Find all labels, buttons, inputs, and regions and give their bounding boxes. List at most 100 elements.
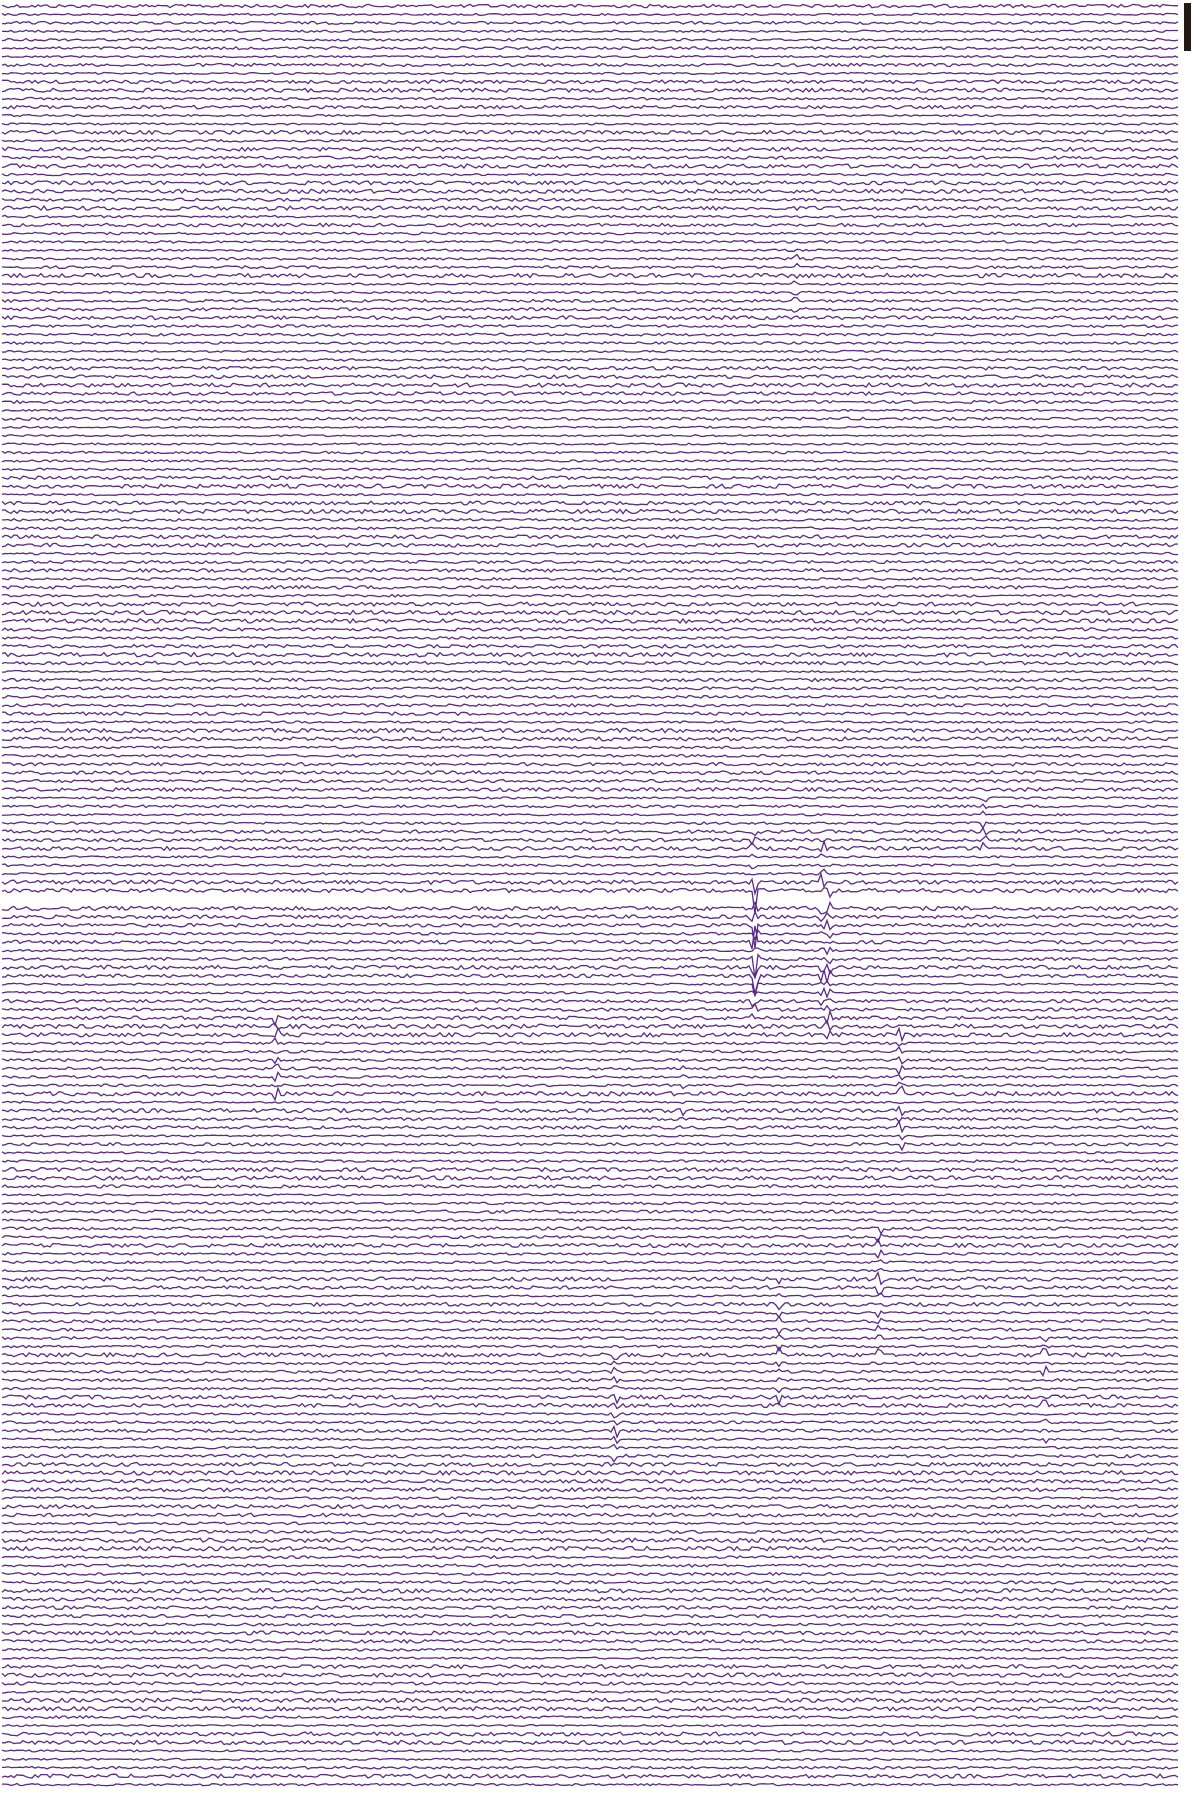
trace (1, 953, 1179, 979)
trace (1, 796, 1179, 803)
trace (1, 1605, 1179, 1611)
trace (1, 1209, 1179, 1214)
trace (1, 677, 1179, 683)
trace (1, 500, 1179, 506)
trace (2, 1622, 1179, 1627)
trace (1, 1119, 1179, 1134)
trace (1, 122, 1179, 126)
trace (1, 1248, 1179, 1260)
trace (1, 1063, 1179, 1076)
trace (1, 37, 1179, 42)
trace (1, 508, 1179, 515)
trace (1, 248, 1179, 253)
trace (1, 45, 1179, 51)
trace (1, 810, 1179, 817)
trace (1, 627, 1179, 632)
trace (1, 1385, 1179, 1394)
trace (1, 853, 1179, 859)
trace (1, 900, 1179, 915)
trace (1, 222, 1179, 228)
trace (1, 1324, 1179, 1336)
trace (1, 341, 1179, 345)
trace (1, 1521, 1179, 1526)
trace (1, 1085, 1179, 1102)
trace (1, 1714, 1179, 1720)
trace (1, 1259, 1179, 1265)
trace (1, 1393, 1179, 1407)
trace (1, 129, 1179, 136)
trace (1, 1184, 1179, 1189)
trace (1, 803, 1179, 810)
trace (1, 1613, 1179, 1619)
trace (1, 280, 1178, 286)
trace (1, 12, 1179, 17)
trace (1, 821, 1179, 830)
trace (1, 349, 1179, 354)
trace (1, 727, 1179, 734)
trace (2, 1782, 1179, 1787)
trace (1, 113, 1179, 118)
trace (1, 1226, 1179, 1235)
trace (1, 315, 1179, 321)
trace (1, 998, 1179, 1008)
trace (2, 96, 1179, 101)
trace (1, 1218, 1179, 1223)
trace (1, 155, 1179, 160)
trace (1, 425, 1179, 429)
trace (1, 290, 1179, 296)
trace (1, 1070, 1179, 1083)
trace (1, 1689, 1179, 1694)
trace (1, 357, 1179, 362)
trace (1, 1749, 1179, 1753)
trace (1, 1672, 1179, 1678)
trace (1, 559, 1179, 565)
trace (1, 1284, 1179, 1295)
trace (1, 702, 1179, 708)
trace (1, 1773, 1179, 1779)
trace (1, 969, 1179, 994)
trace (1, 835, 1179, 846)
trace (1, 1731, 1179, 1737)
trace (1, 1630, 1179, 1636)
trace (1, 1545, 1179, 1552)
trace (1, 162, 1179, 169)
trace (1, 918, 1179, 948)
trace (1, 1364, 1179, 1378)
trace (1, 534, 1179, 540)
trace (2, 71, 1178, 76)
trace (1, 1529, 1179, 1535)
trace (1, 172, 1179, 177)
trace (1, 1141, 1179, 1152)
trace (1, 1723, 1179, 1728)
trace (1, 1435, 1178, 1445)
trace (1, 1478, 1179, 1484)
trace (1, 1166, 1179, 1173)
trace (1, 770, 1179, 776)
trace (1, 1596, 1179, 1602)
trace (1, 54, 1179, 59)
trace (1, 980, 1179, 997)
trace (1, 1081, 1179, 1090)
trace (1, 197, 1179, 202)
trace (1, 1151, 1179, 1155)
scale-bar (1184, 3, 1191, 51)
trace (1, 1159, 1179, 1164)
trace (1, 526, 1179, 531)
trace (1, 365, 1179, 371)
trace (1, 1175, 1179, 1182)
trace (1, 786, 1179, 793)
trace (1, 1201, 1179, 1206)
trace (1, 1237, 1179, 1249)
trace (1, 584, 1179, 590)
trace (1, 408, 1179, 413)
trace (1, 296, 1179, 304)
trace (1, 1424, 1179, 1439)
trace (1, 609, 1179, 616)
trace (1, 868, 1179, 876)
trace (1, 1443, 1179, 1450)
trace (1, 720, 1179, 724)
trace (1, 1026, 1179, 1043)
trace (1, 1055, 1179, 1065)
trace (1, 660, 1179, 666)
